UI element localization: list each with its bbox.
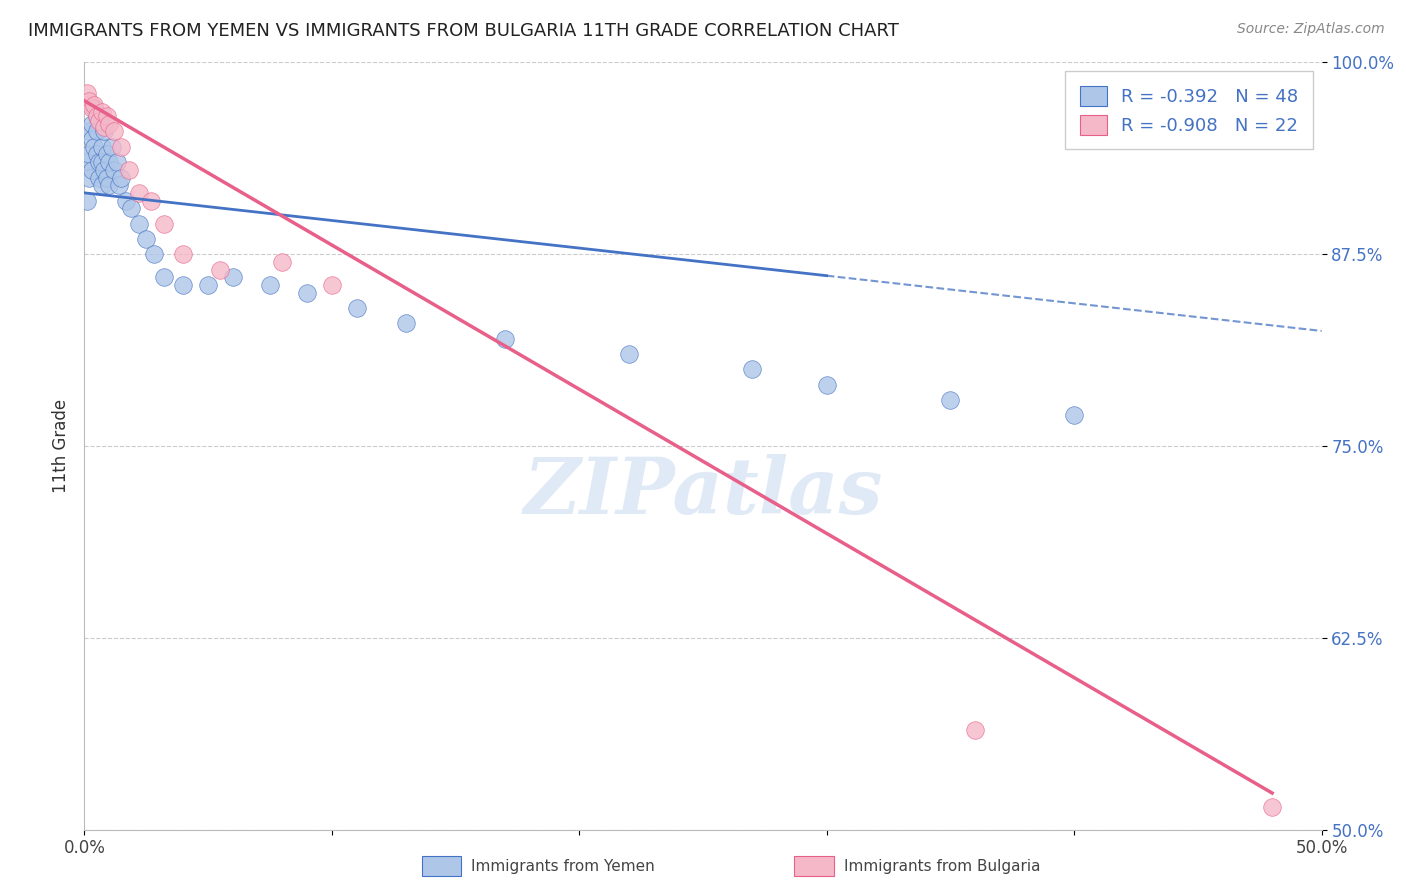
Point [76, 155, 98, 169]
Point [103, 124, 125, 138]
Point [321, 277, 343, 292]
Point [79, 94, 101, 108]
Point [152, 270, 174, 285]
Point [142, 247, 165, 261]
Point [80, 102, 103, 116]
Point [295, 285, 318, 300]
Point [79, 124, 101, 138]
Point [128, 217, 150, 231]
Text: ZIPatlas: ZIPatlas [523, 454, 883, 530]
Point [395, 316, 418, 330]
Point [494, 332, 516, 346]
Point [172, 247, 194, 261]
Point [110, 170, 132, 185]
Point [98, 178, 121, 193]
Point [89, 155, 111, 169]
Point [152, 217, 174, 231]
Point [80, 132, 103, 146]
Point [100, 140, 122, 154]
Point [80, 162, 103, 177]
Point [96, 170, 118, 185]
Point [222, 270, 245, 285]
Legend: R = -0.392   N = 48, R = -0.908   N = 22: R = -0.392 N = 48, R = -0.908 N = 22 [1066, 71, 1313, 149]
Point [98, 155, 121, 169]
Point [128, 186, 150, 200]
Text: Immigrants from Yemen: Immigrants from Yemen [471, 859, 655, 873]
Point [86, 147, 108, 161]
Point [118, 162, 141, 177]
Point [105, 155, 128, 169]
Point [89, 113, 111, 128]
Point [741, 362, 763, 376]
Point [79, 170, 101, 185]
Point [115, 194, 138, 208]
Point [98, 117, 121, 131]
Point [815, 377, 838, 392]
Point [110, 140, 132, 154]
Point [86, 124, 108, 138]
Point [76, 194, 98, 208]
Y-axis label: 11th Grade: 11th Grade [52, 399, 70, 493]
Point [86, 109, 108, 123]
Point [96, 147, 118, 161]
Point [89, 170, 111, 185]
Text: Immigrants from Bulgaria: Immigrants from Bulgaria [844, 859, 1040, 873]
Text: IMMIGRANTS FROM YEMEN VS IMMIGRANTS FROM BULGARIA 11TH GRADE CORRELATION CHART: IMMIGRANTS FROM YEMEN VS IMMIGRANTS FROM… [28, 22, 898, 40]
Point [271, 255, 294, 269]
Point [83, 140, 105, 154]
Point [90, 178, 112, 193]
Point [141, 194, 163, 208]
Text: Source: ZipAtlas.com: Source: ZipAtlas.com [1237, 22, 1385, 37]
Point [83, 102, 105, 116]
Point [83, 98, 105, 112]
Point [108, 178, 131, 193]
Point [90, 155, 112, 169]
Point [1261, 799, 1284, 814]
Point [346, 301, 368, 315]
Point [103, 162, 125, 177]
Point [96, 109, 118, 123]
Point [80, 117, 103, 131]
Point [93, 162, 115, 177]
Point [939, 392, 962, 407]
Point [90, 104, 112, 119]
Point [90, 140, 112, 154]
Point [79, 147, 101, 161]
Point [617, 347, 640, 361]
Point [86, 109, 108, 123]
Point [135, 232, 157, 246]
Point [1063, 409, 1085, 423]
Point [120, 201, 142, 215]
Point [93, 120, 115, 134]
Point [172, 277, 194, 292]
Point [93, 124, 115, 138]
Point [76, 86, 98, 100]
Point [965, 723, 987, 737]
Point [209, 262, 232, 277]
Point [197, 277, 219, 292]
Point [259, 277, 281, 292]
